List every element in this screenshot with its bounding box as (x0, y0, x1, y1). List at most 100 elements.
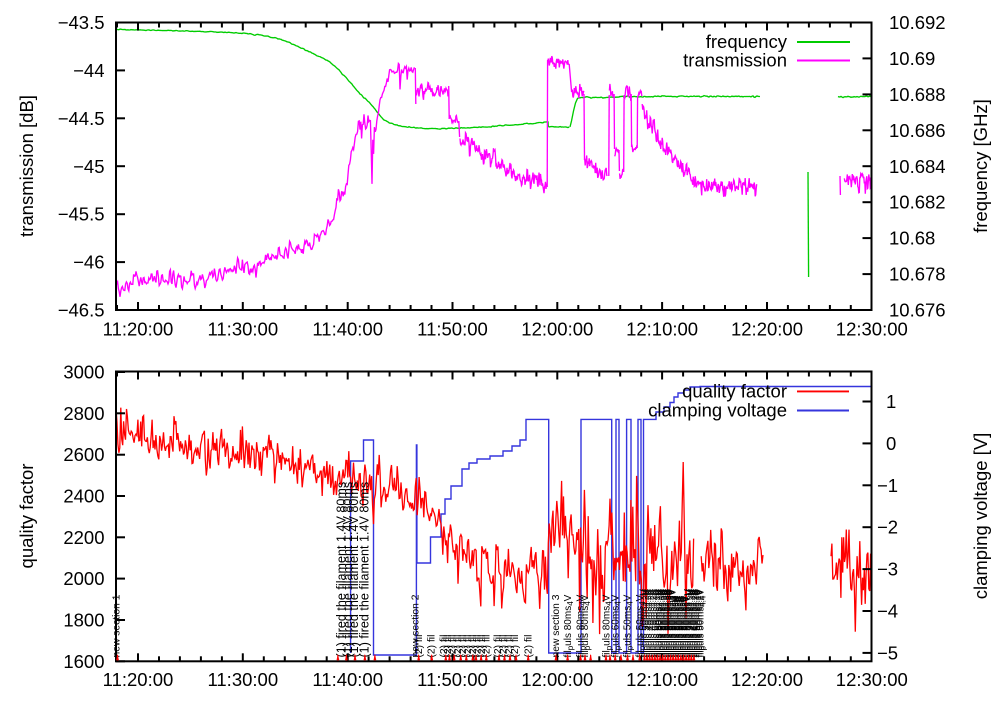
svg-text:frequency [GHz]: frequency [GHz] (970, 99, 991, 233)
svg-text:transmission: transmission (683, 50, 787, 71)
svg-text:11:50:00: 11:50:00 (417, 319, 488, 340)
svg-text:−3: −3 (877, 559, 898, 580)
svg-text:clamping voltage [V]: clamping voltage [V] (970, 433, 991, 600)
svg-text:filpuls 40ms4.2V: filpuls 40ms4.2V (687, 589, 699, 658)
svg-text:2000: 2000 (63, 568, 104, 589)
svg-text:−45: −45 (73, 156, 104, 177)
svg-text:(2) fil: (2) fil (473, 635, 484, 658)
svg-text:10.68: 10.68 (889, 228, 935, 249)
svg-text:clamping voltage: clamping voltage (648, 400, 787, 421)
svg-text:11:20:00: 11:20:00 (103, 319, 174, 340)
svg-text:filpuls 50ms5V: filpuls 50ms5V (671, 595, 683, 657)
svg-text:filpuls 50ms5V: filpuls 50ms5V (678, 595, 690, 657)
svg-text:10.678: 10.678 (889, 264, 946, 285)
svg-text:filpuls 50ms4.4V: filpuls 50ms4.4V (696, 589, 708, 658)
svg-text:−4: −4 (877, 601, 898, 622)
svg-text:filpuls 50ms4.6V: filpuls 50ms4.6V (657, 589, 669, 658)
svg-text:filpuls 50ms4.2V: filpuls 50ms4.2V (641, 589, 653, 658)
svg-text:(2) fil: (2) fil (482, 635, 493, 658)
svg-text:2400: 2400 (63, 486, 104, 507)
svg-text:filpuls 40ms4.2V: filpuls 40ms4.2V (646, 589, 658, 658)
svg-text:−45.5: −45.5 (58, 204, 105, 225)
svg-text:filpuls 50ms4.8V: filpuls 50ms4.8V (666, 589, 678, 658)
svg-text:(1) fired the filament 1.4V 80: (1) fired the filament 1.4V 80ms (335, 482, 349, 658)
svg-text:frequency: frequency (706, 31, 788, 52)
svg-text:2600: 2600 (63, 444, 104, 465)
svg-text:filpuls 40ms4.4V: filpuls 40ms4.4V (649, 589, 661, 658)
svg-text:11:40:00: 11:40:00 (312, 669, 383, 690)
svg-text:(2) fil: (2) fil (458, 635, 469, 658)
svg-text:filpuls 50ms4.4V: filpuls 50ms4.4V (694, 589, 706, 658)
svg-text:filpuls 50ms5V: filpuls 50ms5V (682, 595, 694, 657)
svg-text:0: 0 (886, 433, 896, 454)
svg-text:(2) fil: (2) fil (477, 635, 488, 658)
svg-text:1600: 1600 (63, 651, 104, 672)
svg-text:filpuls 50ms4.8V: filpuls 50ms4.8V (664, 589, 676, 658)
svg-text:11:30:00: 11:30:00 (207, 319, 278, 340)
svg-text:−1: −1 (877, 475, 898, 496)
svg-text:11:40:00: 11:40:00 (312, 319, 383, 340)
svg-text:filpuls 80ms4V: filpuls 80ms4V (580, 594, 592, 657)
svg-text:12:00:00: 12:00:00 (521, 319, 593, 340)
svg-text:10.686: 10.686 (889, 120, 946, 141)
svg-text:filpuls 50ms4.4V: filpuls 50ms4.4V (692, 589, 704, 658)
svg-text:(1) fired the filament 1.4V 80: (1) fired the filament 1.4V 80ms (347, 482, 361, 658)
svg-text:1: 1 (886, 391, 896, 412)
svg-text:(2) fil: (2) fil (493, 635, 504, 658)
svg-text:filpuls 50ms4.8V: filpuls 50ms4.8V (668, 589, 680, 658)
svg-text:10.676: 10.676 (889, 300, 946, 321)
svg-text:(2) fil: (2) fil (448, 635, 459, 658)
svg-text:10.684: 10.684 (889, 156, 946, 177)
svg-text:filpuls 50ms5V: filpuls 50ms5V (676, 595, 688, 657)
svg-text:11:30:00: 11:30:00 (207, 669, 278, 690)
svg-text:filpuls 50ms4.6V: filpuls 50ms4.6V (659, 589, 671, 658)
svg-text:12:20:00: 12:20:00 (731, 319, 803, 340)
svg-text:−2: −2 (877, 517, 898, 538)
svg-text:filpuls 60ms4V: filpuls 60ms4V (611, 594, 623, 657)
svg-text:filpuls 80ms4V: filpuls 80ms4V (563, 594, 575, 657)
svg-text:filpuls 50ms5V: filpuls 50ms5V (675, 595, 687, 657)
svg-text:(1) fired the filament 1.4V 80: (1) fired the filament 1.4V 80ms (341, 482, 355, 658)
svg-text:10.682: 10.682 (889, 192, 946, 213)
svg-text:new section 2: new section 2 (411, 594, 422, 657)
svg-text:(2) fil: (2) fil (443, 635, 454, 658)
svg-text:filpuls 80ms4V: filpuls 80ms4V (602, 594, 614, 657)
svg-text:−46: −46 (73, 252, 104, 273)
svg-text:(2) fil: (2) fil (414, 635, 425, 658)
svg-text:10.69: 10.69 (889, 48, 935, 69)
svg-text:quality factor: quality factor (16, 464, 37, 569)
svg-text:2200: 2200 (63, 527, 104, 548)
svg-text:12:10:00: 12:10:00 (626, 669, 698, 690)
svg-text:12:20:00: 12:20:00 (731, 669, 803, 690)
svg-text:filpuls 50ms4.2V: filpuls 50ms4.2V (685, 589, 697, 658)
svg-text:filpuls 50ms4.4V: filpuls 50ms4.4V (651, 589, 663, 658)
svg-text:filpuls 50ms4V: filpuls 50ms4V (635, 594, 647, 657)
svg-text:filpuls 40ms4.4V: filpuls 40ms4.4V (690, 589, 702, 658)
svg-text:12:30:00: 12:30:00 (836, 669, 908, 690)
svg-text:12:10:00: 12:10:00 (626, 319, 698, 340)
svg-text:filpuls 50ms5V: filpuls 50ms5V (669, 595, 681, 657)
svg-text:transmission [dB]: transmission [dB] (16, 95, 37, 237)
svg-text:filpuls 50ms4V: filpuls 50ms4V (623, 594, 635, 657)
svg-text:filpuls 50ms4.4V: filpuls 50ms4.4V (653, 589, 665, 658)
svg-text:(2) fil: (2) fil (504, 635, 515, 658)
svg-text:filpuls 40ms4.2V: filpuls 40ms4.2V (689, 589, 701, 658)
svg-text:(2) fil: (2) fil (524, 635, 535, 658)
svg-text:12:30:00: 12:30:00 (836, 319, 908, 340)
svg-text:−46.5: −46.5 (58, 300, 105, 321)
svg-text:−44.5: −44.5 (58, 108, 105, 129)
svg-text:(2) fil: (2) fil (426, 635, 437, 658)
svg-text:12:00:00: 12:00:00 (521, 669, 593, 690)
svg-text:filpuls 50ms4.6V: filpuls 50ms4.6V (655, 589, 667, 658)
svg-text:(2) fil: (2) fil (453, 635, 464, 658)
svg-text:filpuls 80ms4V: filpuls 80ms4V (576, 594, 588, 657)
svg-text:3000: 3000 (63, 362, 104, 383)
svg-text:2800: 2800 (63, 403, 104, 424)
svg-text:new section 1: new section 1 (112, 594, 123, 657)
svg-text:filpuls 50ms5V: filpuls 50ms5V (673, 595, 685, 657)
svg-text:(1) fired the filament 1.4V 80: (1) fired the filament 1.4V 80ms (357, 482, 371, 658)
svg-text:filpuls 50ms4.4V: filpuls 50ms4.4V (654, 589, 666, 658)
svg-text:filpuls 50ms4.2V: filpuls 50ms4.2V (639, 589, 651, 658)
svg-text:(2) fil: (2) fil (468, 635, 479, 658)
svg-text:10.692: 10.692 (889, 12, 946, 33)
